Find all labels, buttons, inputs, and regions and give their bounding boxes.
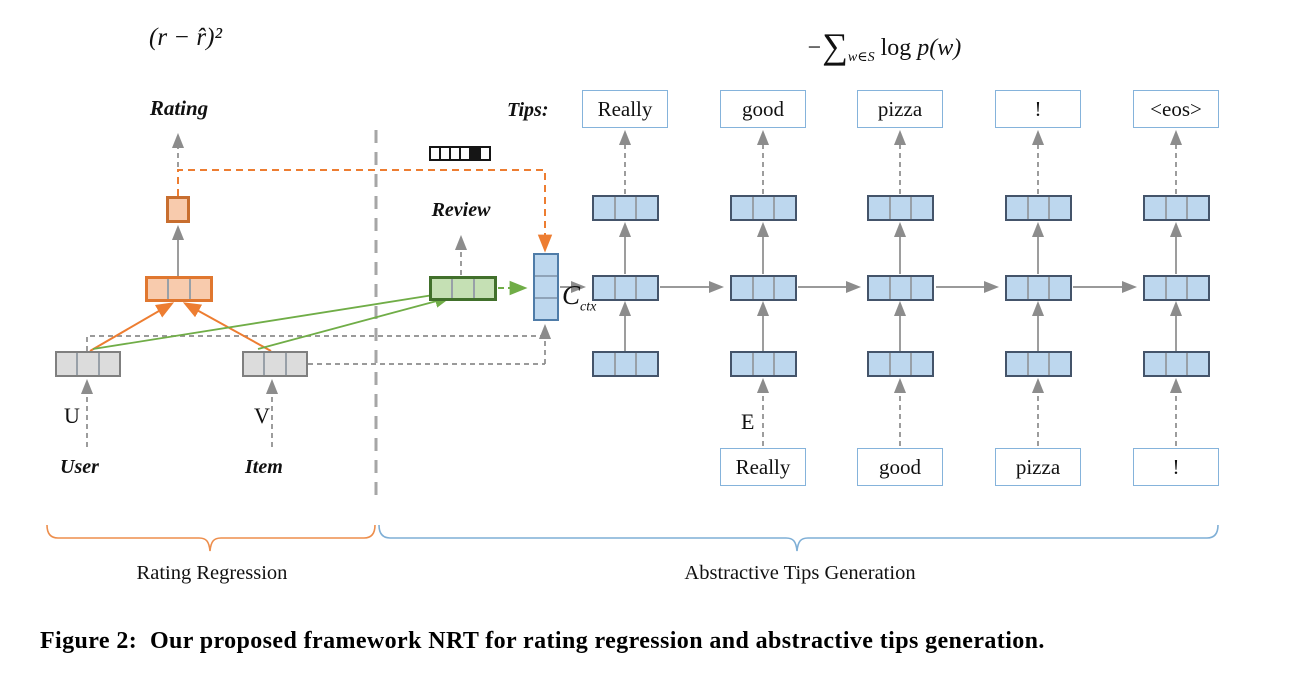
context-vector-label: Cctx: [562, 280, 597, 315]
gray-dashed-arrows: [80, 129, 1183, 447]
rating-onehot-vector: [429, 146, 491, 161]
rating-regression-brace: [46, 524, 376, 552]
rating-label: Rating: [149, 96, 209, 120]
input-word-box-4: !: [1133, 448, 1219, 486]
item-label: Item: [245, 456, 283, 478]
embedding-box-4: [1005, 351, 1072, 377]
input-word-box-1: Really: [720, 448, 806, 486]
tips-word-box-3: pizza: [857, 90, 943, 128]
tips-word-box-2: good: [720, 90, 806, 128]
user-label: User: [60, 456, 99, 478]
input-word-box-3: pizza: [995, 448, 1081, 486]
rating-regression-section-label: Rating Regression: [136, 562, 288, 584]
context-vector: [533, 253, 559, 321]
review-hidden-vector: [429, 276, 497, 301]
tips-label: Tips:: [507, 99, 549, 121]
green-connectors: [92, 280, 528, 350]
gru-output-box-1: [592, 195, 659, 221]
input-word-box-2: good: [857, 448, 943, 486]
gru-hidden-box-4: [1005, 275, 1072, 301]
item-matrix-label: V: [254, 403, 270, 428]
tips-word-box-1: Really: [582, 90, 668, 128]
gray-solid-arrows: [171, 221, 1183, 351]
gru-output-box-4: [1005, 195, 1072, 221]
prob-arg: p(w): [917, 35, 962, 61]
figure-caption: Figure 2: Our proposed framework NRT for…: [40, 628, 1045, 654]
embedding-box-2: [730, 351, 797, 377]
tips-loss-formula: −∑w∈S log p(w): [806, 22, 1036, 66]
rating-hidden-vector: [145, 276, 213, 302]
embedding-box-3: [867, 351, 934, 377]
gru-hidden-box-2: [730, 275, 797, 301]
user-matrix-label: U: [64, 403, 80, 428]
embedding-box-5: [1143, 351, 1210, 377]
gru-output-box-5: [1143, 195, 1210, 221]
rating-loss-formula: (r − r̂)²: [149, 24, 222, 51]
log-text: log: [880, 35, 912, 61]
predicted-rating-node: [166, 196, 190, 223]
sum-symbol: ∑: [822, 26, 848, 66]
gru-output-box-3: [867, 195, 934, 221]
orange-connectors: [89, 169, 553, 352]
user-latent-vector: [55, 351, 121, 377]
gru-hidden-box-3: [867, 275, 934, 301]
minus-sign: −: [806, 35, 823, 61]
tips-generation-brace: [378, 524, 1219, 552]
gru-output-box-2: [730, 195, 797, 221]
sum-subscript: w∈S: [847, 49, 875, 65]
embedding-box-1: [592, 351, 659, 377]
tips-generation-section-label: Abstractive Tips Generation: [684, 562, 916, 584]
gru-hidden-box-5: [1143, 275, 1210, 301]
gru-hidden-box-1: [592, 275, 659, 301]
tips-word-box-5: <eos>: [1133, 90, 1219, 128]
item-latent-vector: [242, 351, 308, 377]
embedding-matrix-label: E: [741, 409, 755, 434]
review-label: Review: [431, 199, 491, 221]
tips-word-box-4: !: [995, 90, 1081, 128]
